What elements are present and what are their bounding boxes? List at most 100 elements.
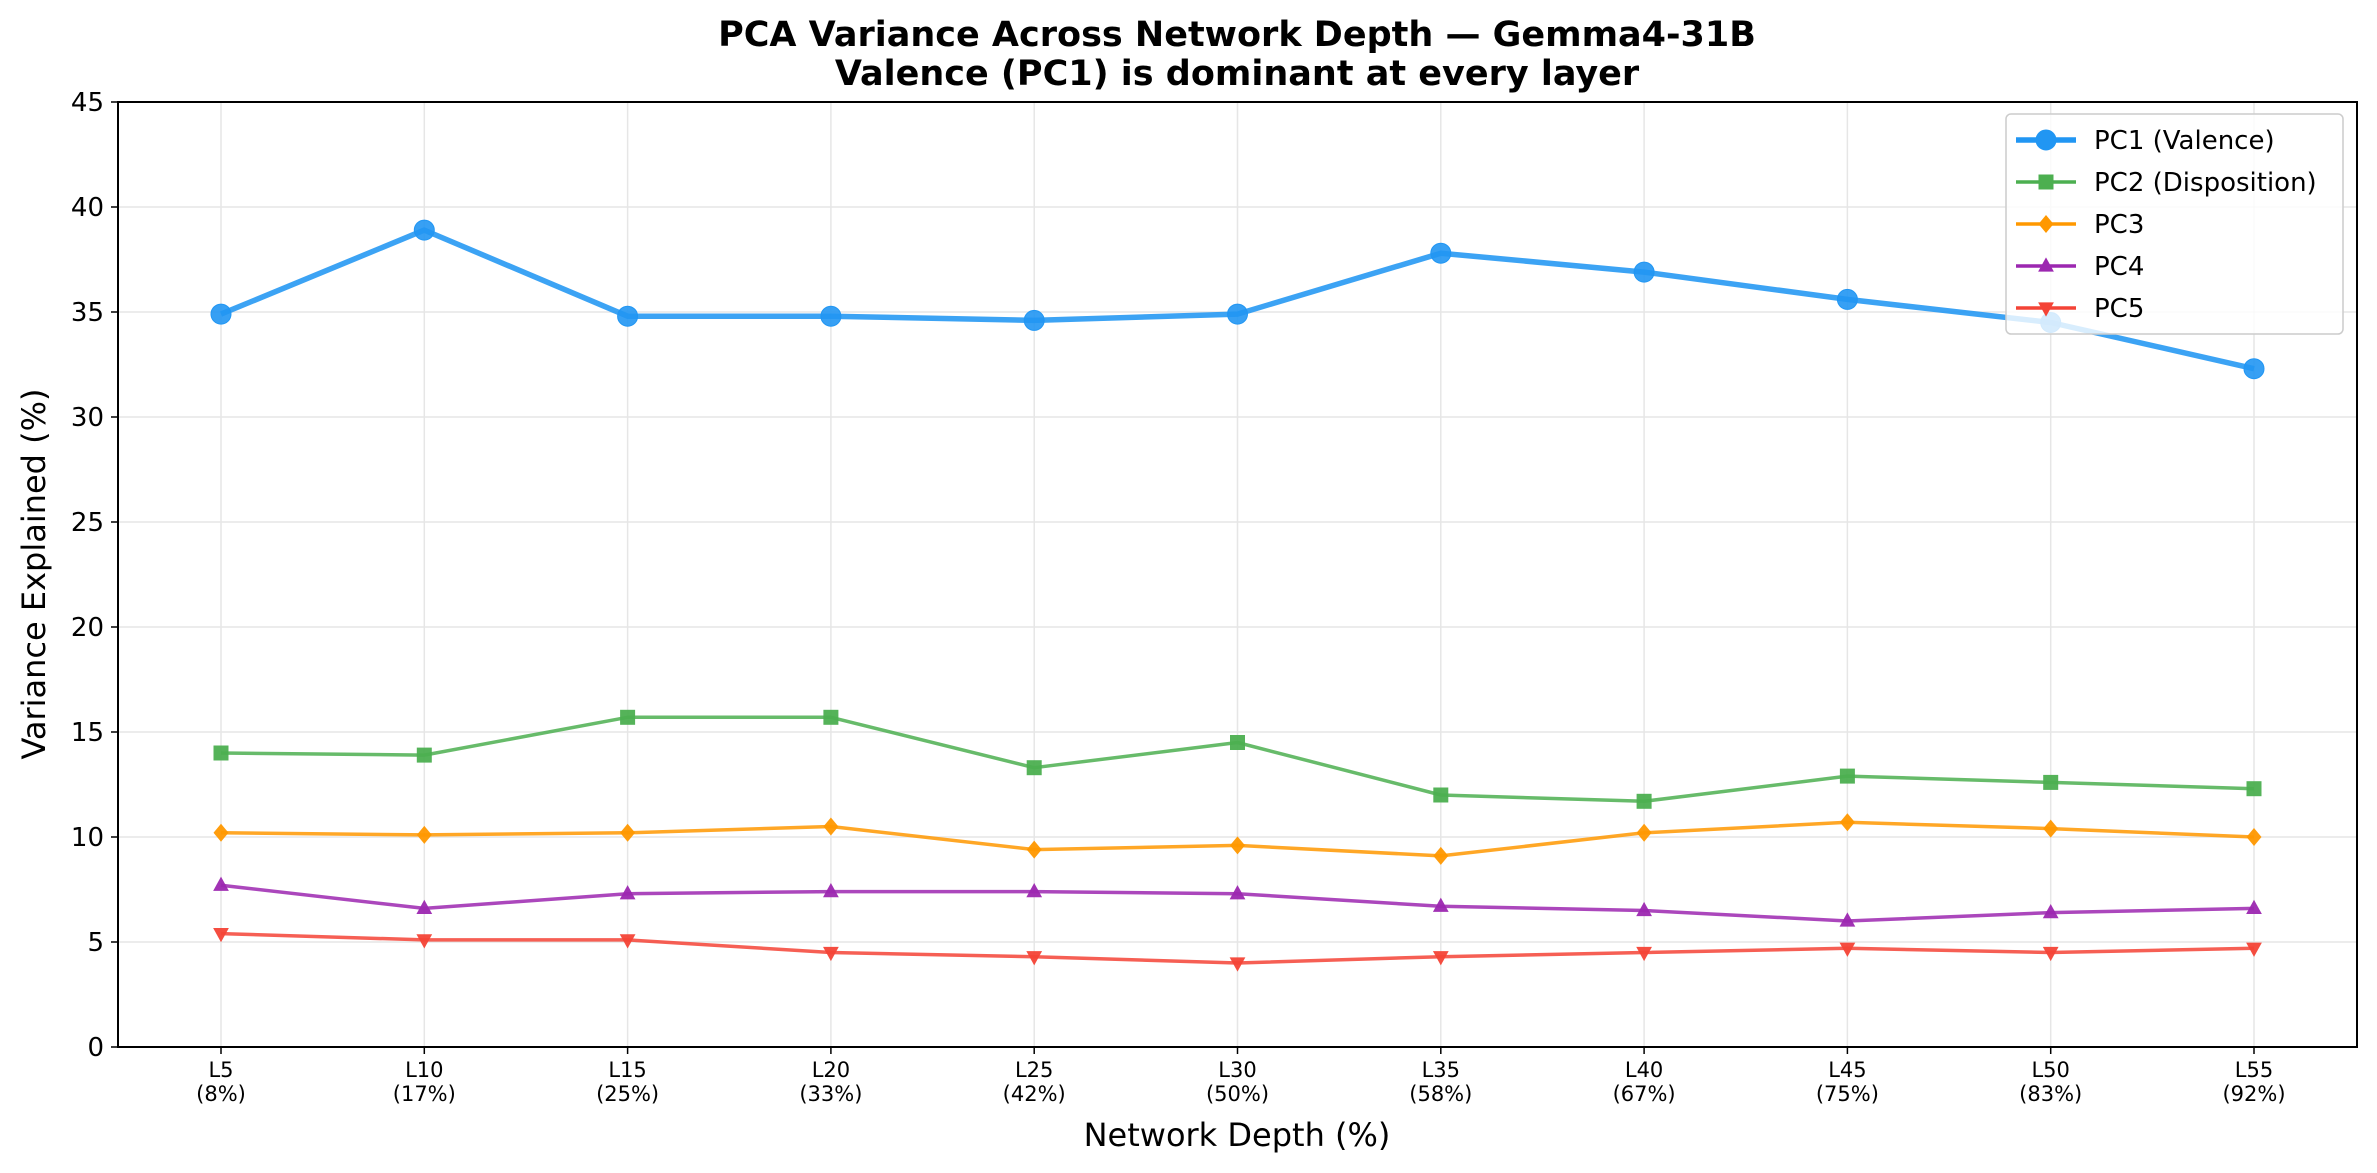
- x-tick-label: L50: [2031, 1058, 2069, 1082]
- data-point: [620, 709, 636, 725]
- x-tick-sublabel: (58%): [1409, 1082, 1472, 1106]
- y-tick-label: 25: [71, 508, 104, 538]
- legend-box: [2005, 113, 2344, 335]
- x-tick-sublabel: (75%): [1816, 1082, 1879, 1106]
- data-point: [823, 946, 839, 962]
- data-point: [1839, 768, 1855, 784]
- legend-marker: [2035, 129, 2057, 151]
- data-point: [213, 876, 229, 891]
- data-point: [2042, 903, 2059, 919]
- data-point: [416, 825, 432, 844]
- x-tick-sublabel: (67%): [1613, 1082, 1676, 1106]
- data-point: [2246, 942, 2262, 957]
- y-tick-label: 35: [71, 298, 104, 328]
- x-tick-sublabel: (17%): [393, 1082, 456, 1106]
- data-point: [1023, 309, 1045, 331]
- data-point: [1229, 885, 1246, 900]
- data-point: [823, 817, 839, 836]
- data-point: [617, 305, 639, 327]
- y-tick-label: 30: [71, 403, 104, 433]
- x-tick-label: L30: [1218, 1058, 1256, 1082]
- data-point: [213, 823, 229, 842]
- data-point: [416, 899, 433, 915]
- series-layer: [210, 219, 2265, 972]
- y-tick-label: 10: [71, 823, 104, 853]
- data-point: [1636, 946, 1652, 962]
- legend-item-1: PC1 (Valence): [2016, 126, 2275, 156]
- x-tick-label: L40: [1625, 1058, 1663, 1082]
- x-tick-label: L35: [1422, 1058, 1460, 1082]
- y-tick-label: 15: [71, 718, 104, 748]
- data-point: [213, 745, 229, 761]
- data-point: [1230, 735, 1245, 750]
- series-3: [213, 813, 2262, 865]
- series-1: [210, 219, 2265, 380]
- x-tick-sublabel: (50%): [1206, 1082, 1269, 1106]
- series-4: [213, 876, 2262, 927]
- legend-label: PC5: [2094, 294, 2144, 324]
- data-point: [1432, 951, 1449, 966]
- data-point: [1636, 823, 1652, 842]
- data-point: [213, 927, 229, 943]
- data-point: [619, 885, 636, 900]
- data-point: [1839, 912, 1856, 927]
- x-tick-label: L55: [2235, 1058, 2273, 1082]
- data-point: [1026, 951, 1043, 966]
- data-point: [1229, 957, 1246, 972]
- y-tick-label: 20: [71, 613, 104, 643]
- legend-item-4: PC4: [2016, 252, 2144, 282]
- data-point: [1839, 813, 1855, 832]
- x-tick-label: L5: [208, 1058, 233, 1082]
- y-axis-label: Variance Explained (%): [15, 388, 53, 759]
- legend-label: PC4: [2094, 252, 2144, 282]
- y-axis: 0 5 10 15 20 25 30 35 40 45: [71, 88, 118, 1063]
- data-point: [2042, 946, 2059, 962]
- legend-item-2: PC2 (Disposition): [2016, 168, 2317, 198]
- data-point: [1026, 760, 1042, 776]
- x-tick-sublabel: (83%): [2019, 1082, 2082, 1106]
- data-point: [2043, 774, 2059, 790]
- data-point: [416, 747, 432, 763]
- chart-title: PCA Variance Across Network Depth — Gemm…: [718, 15, 1756, 55]
- legend-label: PC2 (Disposition): [2094, 168, 2317, 198]
- data-point: [413, 219, 435, 241]
- legend-marker: [2038, 215, 2054, 233]
- data-point: [1230, 836, 1245, 855]
- x-tick-label: L10: [405, 1058, 443, 1082]
- data-point: [2246, 828, 2262, 846]
- data-point: [210, 303, 232, 325]
- x-tick-label: L25: [1015, 1058, 1053, 1082]
- data-point: [1839, 942, 1856, 957]
- data-point: [2243, 358, 2265, 380]
- data-point: [1026, 840, 1042, 859]
- data-point: [1836, 288, 1858, 310]
- y-tick-label: 45: [71, 88, 104, 118]
- x-tick-sublabel: (33%): [799, 1082, 862, 1106]
- legend-label: PC1 (Valence): [2094, 126, 2275, 156]
- legend-label: PC3: [2094, 210, 2144, 240]
- legend-marker: [2038, 257, 2054, 272]
- x-tick-sublabel: (42%): [1003, 1082, 1066, 1106]
- data-point: [1433, 846, 1449, 865]
- data-point: [2043, 819, 2059, 838]
- x-tick-sublabel: (8%): [196, 1082, 246, 1106]
- data-point: [619, 934, 636, 949]
- data-point: [1026, 882, 1043, 898]
- legend-marker: [2038, 302, 2054, 317]
- x-axis: L5(8%) L10(17%) L15(25%) L20(33%) L25(42%) L3…: [196, 1047, 2286, 1106]
- data-point: [2246, 781, 2262, 797]
- x-axis-label: Network Depth (%): [1084, 1116, 1391, 1154]
- series-5: [213, 927, 2262, 972]
- data-point: [1432, 897, 1449, 912]
- legend: PC1 (Valence) PC2 (Disposition) PC3 PC4 PC5: [2005, 113, 2344, 335]
- data-point: [620, 823, 636, 842]
- data-point: [1636, 901, 1652, 917]
- legend-item-5: PC5: [2016, 294, 2144, 324]
- data-point: [1636, 793, 1652, 809]
- data-point: [1430, 242, 1452, 264]
- legend-item-3: PC3: [2016, 210, 2144, 240]
- y-tick-label: 0: [87, 1033, 104, 1063]
- data-point: [820, 305, 842, 327]
- x-tick-label: L15: [608, 1058, 646, 1082]
